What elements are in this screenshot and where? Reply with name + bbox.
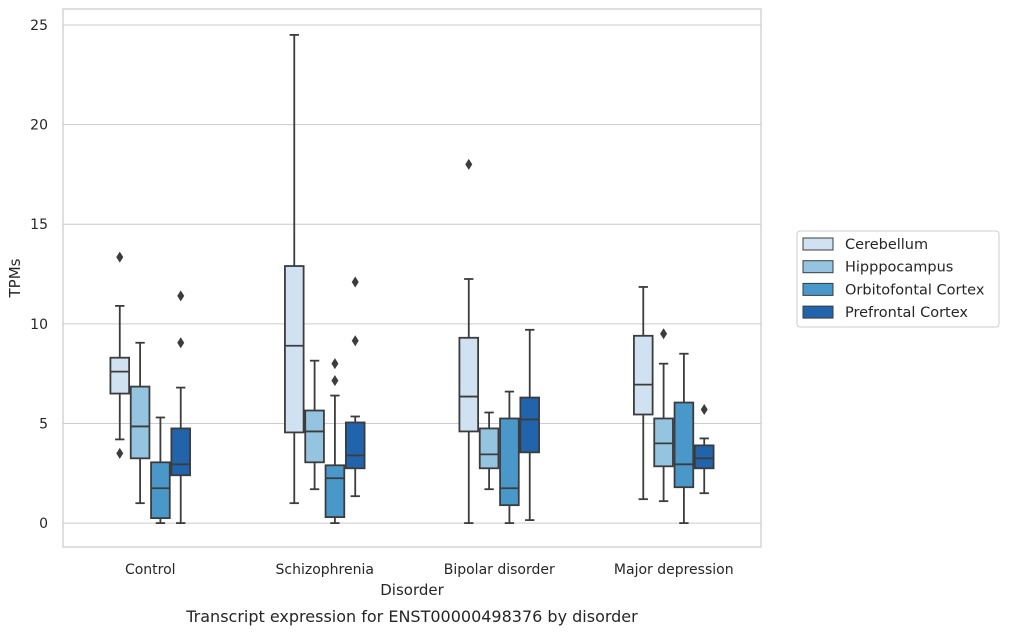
box	[324, 464, 346, 519]
box-group	[633, 286, 654, 501]
outlier-point	[331, 358, 339, 370]
box	[499, 417, 520, 507]
box	[478, 427, 500, 470]
box	[633, 334, 654, 416]
box-group	[129, 341, 151, 505]
legend-label: Orbitofontal Cortex	[845, 282, 985, 298]
y-tick-label: 0	[39, 516, 48, 532]
box	[170, 427, 191, 477]
box	[673, 401, 695, 489]
box	[284, 265, 305, 434]
gridlines	[63, 24, 761, 524]
box	[344, 421, 366, 470]
outlier-point	[351, 335, 359, 347]
plot-frame	[62, 8, 762, 548]
outlier-point	[331, 375, 339, 387]
box	[109, 356, 131, 395]
y-axis-title: TPMs	[6, 258, 24, 298]
y-tick-label: 15	[30, 217, 48, 233]
box-group	[170, 290, 191, 524]
outlier-point	[116, 251, 124, 263]
outlier-point	[116, 447, 124, 459]
box-group	[150, 416, 171, 524]
x-tick-label: Major depression	[614, 562, 734, 578]
y-tick-label: 10	[30, 317, 48, 333]
legend-frame	[796, 230, 1000, 328]
box-group	[478, 411, 500, 491]
box-group	[653, 328, 674, 503]
legend: Cerebellum Hipppocampus Orbitofontal Corte…	[796, 230, 1000, 328]
box	[519, 396, 540, 454]
legend-swatch	[802, 305, 834, 319]
box-plot-marks	[109, 34, 715, 524]
box	[458, 336, 480, 433]
box-group	[693, 404, 715, 495]
y-tick-label: 25	[30, 18, 48, 34]
y-tick-label: 20	[30, 118, 48, 134]
box-group	[324, 358, 346, 524]
y-tick-label: 5	[39, 416, 48, 432]
box-group	[344, 276, 366, 498]
box	[653, 417, 674, 468]
x-axis-ticks: Control Schizophrenia Bipolar disorder Majo…	[125, 562, 734, 578]
box	[693, 444, 715, 470]
box-group	[673, 352, 695, 524]
x-tick-label: Bipolar disorder	[444, 562, 555, 578]
legend-label: Prefrontal Cortex	[845, 305, 968, 321]
legend-swatch	[802, 282, 834, 296]
box-group	[284, 34, 305, 505]
figure-caption: Transcript expression for ENST0000049837…	[185, 607, 638, 626]
box-group	[519, 328, 540, 521]
x-tick-label: Control	[125, 562, 176, 578]
box-group	[499, 390, 520, 524]
outlier-point	[660, 328, 668, 340]
outlier-point	[351, 276, 359, 288]
box-group	[109, 251, 131, 459]
legend-label: Hipppocampus	[845, 260, 953, 276]
y-axis-ticks: 0 5 10 15 20 25	[30, 18, 48, 532]
x-tick-label: Schizophrenia	[276, 562, 374, 578]
legend-swatch	[802, 260, 834, 274]
box	[304, 409, 325, 464]
legend-swatch	[802, 237, 834, 251]
box-group	[304, 359, 325, 491]
outlier-point	[700, 404, 708, 416]
legend-label: Cerebellum	[845, 237, 928, 253]
box	[150, 461, 171, 520]
x-axis-title: Disorder	[380, 581, 444, 599]
outlier-point	[177, 337, 185, 349]
outlier-point	[177, 290, 185, 302]
box-group	[458, 158, 480, 524]
box	[129, 385, 151, 460]
outlier-point	[465, 158, 473, 170]
